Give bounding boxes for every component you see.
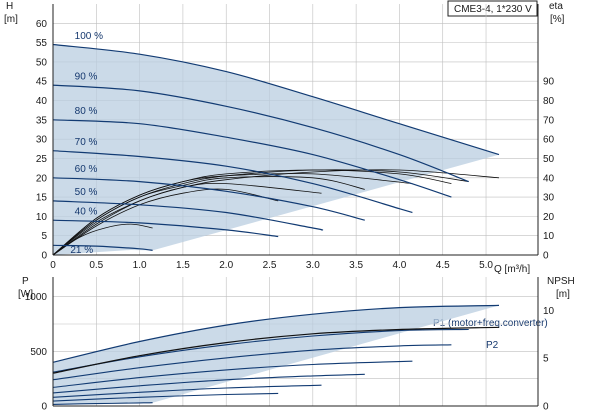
power-curve (52, 402, 153, 405)
x-tick-label: 0.5 (89, 260, 103, 271)
y2-tick-label: 50 (543, 154, 555, 165)
power-region (53, 305, 499, 405)
speed-label: 50 % (75, 187, 98, 198)
y-tick-label: 40 (36, 96, 48, 107)
y-axis-name-p: P (22, 276, 29, 287)
npsh-tick-label: 5 (543, 354, 549, 365)
y-tick-label: 5 (41, 231, 47, 242)
x-tick-label: 5.0 (479, 260, 493, 271)
y2-tick-label: 20 (543, 212, 555, 223)
operating-region (53, 44, 499, 255)
x-tick-label: 2.5 (263, 260, 277, 271)
y-tick-label: 0 (41, 251, 47, 262)
head-curve (52, 200, 324, 231)
x-tick-label: 2.0 (219, 260, 233, 271)
npsh-tick-label: 10 (543, 306, 555, 317)
p-tick-label: 1000 (25, 292, 48, 303)
y-tick-label: 55 (36, 38, 48, 49)
y2-tick-label: 60 (543, 135, 555, 146)
head-curve (52, 177, 365, 221)
y-tick-label: 10 (36, 212, 48, 223)
efficiency-curve (52, 173, 413, 256)
speed-label: 100 % (75, 31, 103, 42)
y2-tick-label: 80 (543, 96, 555, 107)
y-tick-label: 30 (36, 135, 48, 146)
x-tick-label: 3.5 (349, 260, 363, 271)
y-tick-label: 25 (36, 154, 48, 165)
y-tick-label: 15 (36, 193, 48, 204)
power-npsh-panel: 0 500 1000 0 5 10 (25, 277, 555, 413)
y2-axis-name-eta: eta (549, 1, 563, 12)
p-tick-label: 0 (41, 402, 47, 413)
y-axis-name-h: H (6, 1, 13, 12)
power-curve (52, 392, 279, 402)
y-tick-label: 60 (36, 19, 48, 30)
power-curve (52, 328, 469, 373)
p1-curve (52, 304, 500, 363)
npsh-tick-label: 0 (543, 402, 549, 413)
x-tick-label: 0 (50, 260, 56, 271)
efficiency-curve (52, 182, 322, 256)
efficiency-curve (52, 223, 153, 256)
y-tick-label: 50 (36, 57, 48, 68)
y2-axis-unit-npsh: [m] (556, 289, 570, 300)
head-efficiency-panel: 100 % 90 % 80 % 70 % 60 % 50 % 40 % 21 % 0 5 10 15 2… (36, 4, 555, 271)
efficiency-curve (52, 169, 500, 256)
y2-tick-label: 40 (543, 173, 555, 184)
x-tick-label: 1.0 (133, 260, 147, 271)
y-axis-unit-h: [m] (4, 14, 18, 25)
head-curve (52, 244, 153, 251)
speed-label: 90 % (75, 71, 98, 82)
x-tick-label: 4.5 (436, 260, 450, 271)
p2-curve (52, 326, 500, 374)
y2-axis-name-npsh: NPSH (547, 276, 575, 287)
y-axis-unit-p: [W] (18, 289, 33, 300)
legend-label-p1: P1 (motor+freq.converter) (433, 318, 548, 329)
y-tick-label: 45 (36, 77, 48, 88)
head-curve (52, 119, 452, 198)
y2-tick-label: 0 (543, 251, 549, 262)
p-tick-label: 500 (30, 347, 47, 358)
head-curve (52, 84, 469, 183)
y2-tick-label: 10 (543, 231, 555, 242)
x-tick-label: 4.0 (392, 260, 406, 271)
title-box (447, 0, 538, 17)
y2-tick-label: 30 (543, 193, 555, 204)
x-tick-label: 1.5 (176, 260, 190, 271)
speed-label: 70 % (75, 137, 98, 148)
speed-label: 21 % (70, 245, 93, 256)
power-curve (52, 384, 322, 398)
x-tick-label: 3.0 (306, 260, 320, 271)
speed-label: 40 % (75, 206, 98, 217)
y2-tick-label: 70 (543, 115, 555, 126)
y2-axis-unit-eta: [%] (550, 14, 565, 25)
y-tick-label: 35 (36, 115, 48, 126)
x-axis-unit: Q [m³/h] (494, 264, 530, 275)
head-curve (52, 43, 500, 156)
speed-label: 60 % (75, 164, 98, 175)
efficiency-curve (52, 188, 279, 256)
head-curve (52, 150, 413, 214)
head-curve (52, 219, 279, 238)
speed-label: 80 % (75, 106, 98, 117)
power-curve (52, 373, 365, 394)
y-tick-label: 20 (36, 173, 48, 184)
power-curve (52, 344, 452, 381)
power-curve (52, 360, 413, 388)
y2-tick-label: 90 (543, 77, 555, 88)
legend-label-p2: P2 (486, 340, 499, 351)
chart-title: CME3-4, 1*230 V (454, 4, 532, 15)
